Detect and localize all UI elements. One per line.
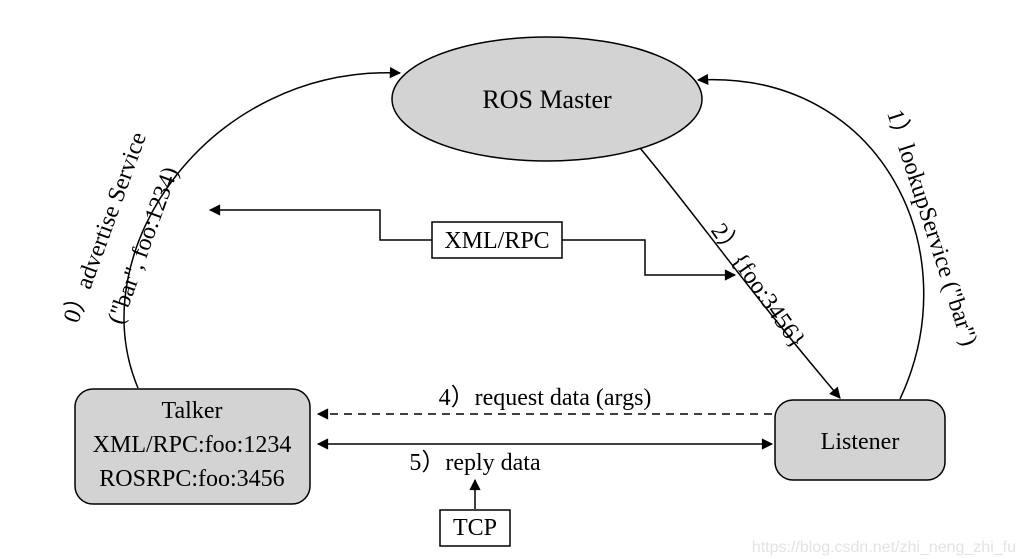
edge-foo-reply-label: 2）{foo:3456} [705,219,810,353]
node-tcp-label: TCP [453,515,497,541]
node-talker-line1: Talker [162,398,223,424]
edge-advertise-service [124,73,400,388]
node-talker-line2: XML/RPC:foo:1234 [93,432,292,458]
edge-lookup-service-label: 1）lookupService ("bar") [881,106,982,349]
node-xmlrpc-label: XML/RPC [444,228,549,254]
edge-reply-data-label: 5）reply data [409,450,541,476]
diagram-canvas: ROS Master Talker XML/RPC:foo:1234 ROSRP… [0,0,1024,559]
edge-request-data-label: 4）request data (args) [439,385,652,411]
node-talker-line3: ROSRPC:foo:3456 [99,466,284,492]
node-ros-master-label: ROS Master [482,85,612,114]
node-listener-label: Listener [821,429,900,455]
watermark: https://blog.csdn.net/zhi_neng_zhi_fu [752,539,1016,556]
edge-xmlrpc-left [210,210,432,240]
edge-xmlrpc-right [562,240,735,275]
